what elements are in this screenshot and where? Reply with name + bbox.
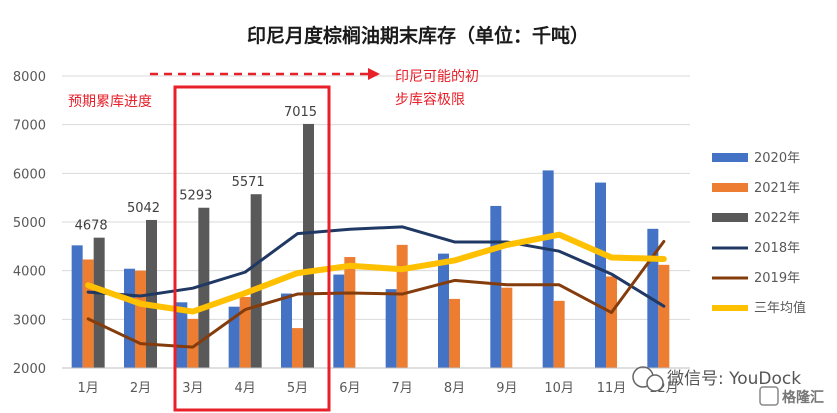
- bar: [250, 194, 262, 368]
- bar: [449, 298, 460, 368]
- bar: [187, 318, 199, 368]
- legend-swatch: [712, 213, 748, 222]
- glh-logo: 格隆汇: [759, 386, 824, 406]
- bar: [82, 259, 94, 368]
- bar: [385, 289, 397, 368]
- range-arrow: [150, 68, 380, 80]
- x-tick-label: 4月: [235, 381, 256, 396]
- y-tick-label: 3000: [13, 313, 46, 328]
- x-axis: 1月 2月 3月 4月 5月 6月 7月 8月 9月 10月 11月 12月: [62, 367, 690, 396]
- y-axis: 2000 3000 4000 5000 6000 7000 8000: [13, 70, 46, 377]
- series-line: [86, 225, 666, 308]
- x-tick-label: 10月: [544, 381, 574, 396]
- bar: [501, 287, 513, 368]
- watermark: 微信号: YouDock 格隆汇: [632, 366, 824, 406]
- x-tick-label: 8月: [444, 381, 465, 396]
- bar: [135, 270, 146, 368]
- y-tick-label: 5000: [13, 216, 46, 231]
- lines: [85, 225, 667, 349]
- legend-label: 2019年: [754, 271, 800, 286]
- gridlines: [62, 75, 690, 369]
- legend-label: 2022年: [754, 211, 800, 226]
- x-tick-label: 5月: [287, 381, 308, 396]
- wechat-icon: [632, 366, 664, 392]
- data-labels: 4678 5042 5293 5571 7015: [75, 105, 317, 234]
- chart-title: 印尼月度棕榈油期末库存（单位：千吨）: [247, 24, 589, 47]
- series-line: [86, 239, 666, 349]
- annotation-right-1: 印尼可能的初: [395, 68, 479, 85]
- logo-text: 格隆汇: [782, 389, 824, 406]
- bar: [281, 293, 292, 368]
- x-tick-label: 6月: [339, 381, 360, 396]
- legend-label: 2021年: [754, 181, 800, 196]
- bar: [124, 268, 135, 368]
- annotation-left: 预期累库进度: [68, 94, 152, 110]
- annotation-right-2: 步库容极限: [395, 91, 465, 108]
- highlight-box: [173, 85, 331, 412]
- y-tick-label: 8000: [13, 70, 46, 85]
- y-tick-label: 7000: [13, 119, 46, 134]
- bar: [490, 205, 502, 368]
- x-tick-label: 9月: [496, 381, 517, 396]
- series-line: [85, 231, 667, 315]
- bars: [71, 123, 670, 368]
- watermark-text: 微信号: YouDock: [667, 369, 801, 389]
- bar: [292, 328, 303, 368]
- y-tick-label: 4000: [13, 265, 46, 280]
- x-tick-label: 1月: [78, 381, 99, 396]
- bar: [71, 245, 83, 368]
- bar: [303, 123, 314, 368]
- bar: [93, 237, 105, 368]
- legend-label: 2018年: [754, 241, 800, 256]
- legend-label: 2020年: [754, 151, 800, 166]
- bar: [176, 302, 188, 368]
- bar: [438, 253, 449, 368]
- y-tick-label: 6000: [13, 167, 46, 182]
- bar: [396, 244, 408, 368]
- bar: [658, 264, 670, 368]
- bar: [606, 276, 617, 368]
- legend-swatch: [712, 183, 748, 192]
- data-label: 4678: [75, 219, 108, 234]
- data-label: 5571: [232, 175, 265, 190]
- bar: [228, 306, 240, 368]
- x-tick-label: 3月: [182, 381, 203, 396]
- bar: [344, 257, 356, 368]
- bar: [333, 274, 345, 368]
- data-label: 7015: [284, 105, 317, 120]
- x-tick-label: 7月: [392, 381, 413, 396]
- legend-swatch: [712, 153, 748, 162]
- bar: [553, 300, 565, 368]
- x-tick-label: 11月: [597, 381, 627, 396]
- bar: [595, 182, 606, 368]
- y-tick-label: 2000: [13, 362, 46, 377]
- data-label: 5042: [127, 201, 160, 216]
- bar: [198, 207, 210, 368]
- x-tick-label: 2月: [130, 381, 151, 396]
- data-label: 5293: [179, 189, 212, 204]
- bar: [239, 296, 251, 368]
- legend-label: 三年均值: [754, 300, 806, 316]
- bar: [542, 170, 554, 368]
